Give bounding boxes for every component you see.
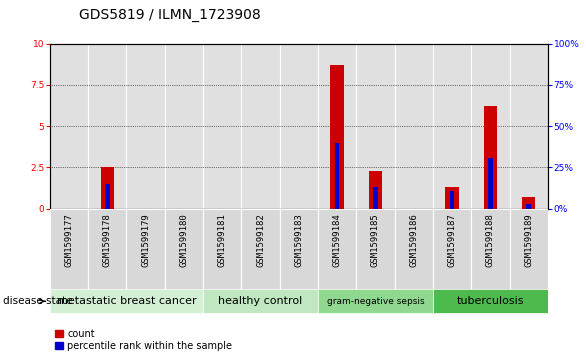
Text: tuberculosis: tuberculosis bbox=[456, 296, 524, 306]
FancyBboxPatch shape bbox=[394, 209, 433, 292]
FancyBboxPatch shape bbox=[165, 209, 203, 292]
FancyBboxPatch shape bbox=[203, 209, 241, 292]
Text: GSM1599188: GSM1599188 bbox=[486, 213, 495, 267]
Text: GSM1599177: GSM1599177 bbox=[64, 213, 73, 267]
FancyBboxPatch shape bbox=[203, 289, 318, 314]
FancyBboxPatch shape bbox=[356, 209, 394, 292]
Bar bbox=[318, 44, 356, 209]
FancyBboxPatch shape bbox=[471, 209, 510, 292]
FancyBboxPatch shape bbox=[280, 209, 318, 292]
Bar bbox=[445, 187, 459, 209]
Text: GSM1599182: GSM1599182 bbox=[256, 213, 265, 267]
FancyBboxPatch shape bbox=[433, 289, 548, 314]
FancyBboxPatch shape bbox=[127, 209, 165, 292]
FancyBboxPatch shape bbox=[241, 209, 280, 292]
FancyBboxPatch shape bbox=[433, 209, 471, 292]
Text: GSM1599183: GSM1599183 bbox=[294, 213, 304, 267]
Bar bbox=[105, 184, 110, 209]
Bar bbox=[471, 44, 510, 209]
Bar bbox=[127, 44, 165, 209]
Text: GSM1599180: GSM1599180 bbox=[179, 213, 189, 267]
Text: GSM1599178: GSM1599178 bbox=[103, 213, 112, 267]
Bar bbox=[165, 44, 203, 209]
Text: metastatic breast cancer: metastatic breast cancer bbox=[57, 296, 196, 306]
Bar bbox=[241, 44, 280, 209]
FancyBboxPatch shape bbox=[88, 209, 127, 292]
Bar bbox=[373, 187, 378, 209]
Text: healthy control: healthy control bbox=[219, 296, 303, 306]
FancyBboxPatch shape bbox=[318, 209, 356, 292]
Bar bbox=[356, 44, 394, 209]
Text: GSM1599187: GSM1599187 bbox=[448, 213, 456, 267]
Bar bbox=[394, 44, 433, 209]
Bar bbox=[510, 44, 548, 209]
Bar bbox=[101, 167, 114, 209]
Bar bbox=[483, 106, 497, 209]
Text: GSM1599184: GSM1599184 bbox=[333, 213, 342, 267]
Bar bbox=[280, 44, 318, 209]
Bar bbox=[335, 143, 339, 209]
Text: GSM1599189: GSM1599189 bbox=[524, 213, 533, 267]
FancyBboxPatch shape bbox=[318, 289, 433, 314]
FancyBboxPatch shape bbox=[50, 289, 203, 314]
Bar bbox=[522, 197, 536, 209]
Bar bbox=[331, 65, 344, 209]
Bar bbox=[50, 44, 88, 209]
Bar bbox=[369, 171, 382, 209]
Text: GSM1599179: GSM1599179 bbox=[141, 213, 150, 267]
Bar bbox=[450, 191, 454, 209]
Text: GSM1599185: GSM1599185 bbox=[371, 213, 380, 267]
Text: disease state: disease state bbox=[3, 296, 73, 306]
Bar bbox=[88, 44, 127, 209]
FancyBboxPatch shape bbox=[50, 209, 88, 292]
Text: GDS5819 / ILMN_1723908: GDS5819 / ILMN_1723908 bbox=[79, 8, 261, 22]
Text: gram-negative sepsis: gram-negative sepsis bbox=[326, 297, 424, 306]
Text: GSM1599181: GSM1599181 bbox=[218, 213, 227, 267]
Bar bbox=[526, 204, 531, 209]
Legend: count, percentile rank within the sample: count, percentile rank within the sample bbox=[54, 329, 232, 351]
Bar bbox=[488, 158, 493, 209]
Text: GSM1599186: GSM1599186 bbox=[409, 213, 418, 267]
Bar bbox=[203, 44, 241, 209]
FancyBboxPatch shape bbox=[510, 209, 548, 292]
Bar bbox=[433, 44, 471, 209]
